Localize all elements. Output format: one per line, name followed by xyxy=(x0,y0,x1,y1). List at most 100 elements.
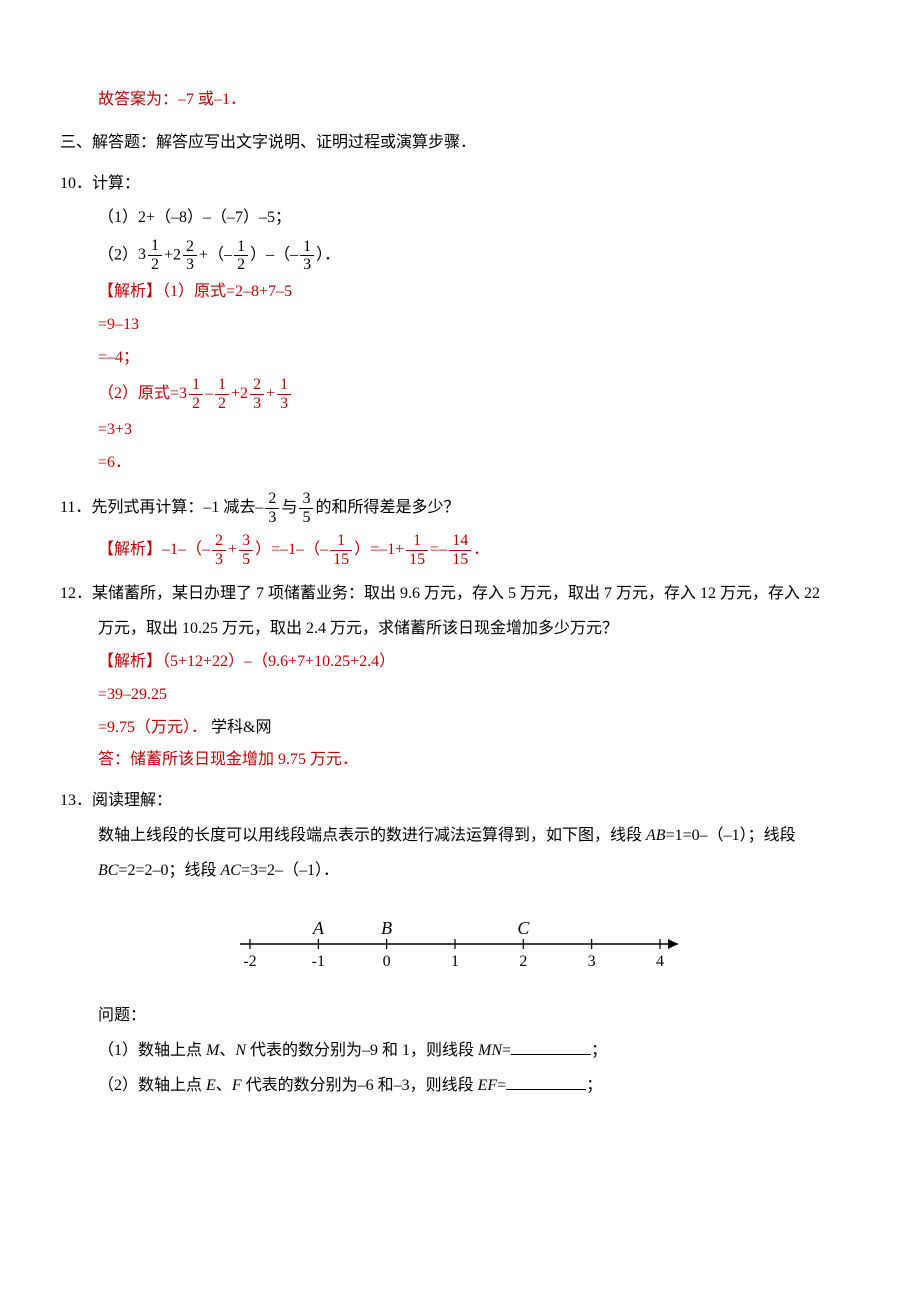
denominator: 2 xyxy=(148,256,162,274)
numerator: 2 xyxy=(265,490,279,509)
text: （2）原式=3 xyxy=(98,385,187,402)
svg-text:A: A xyxy=(312,918,325,938)
whole: 3 xyxy=(138,242,146,268)
text: ； xyxy=(586,1077,602,1094)
fraction: 23 xyxy=(212,532,226,568)
text: 11．先列式再计算：–1 减去– xyxy=(60,499,263,516)
point-f: F xyxy=(232,1077,242,1094)
denominator: 3 xyxy=(183,256,197,274)
text: 、 xyxy=(219,1042,235,1059)
fraction: 12 xyxy=(234,238,248,274)
p11-solution: 【解析】–1–（–23+35）=–1–（–115）=–1+115=–1415． xyxy=(60,532,860,568)
numerator: 1 xyxy=(215,376,229,395)
text: =9.75（万元）． xyxy=(98,719,207,736)
numerator: 1 xyxy=(189,376,203,395)
svg-text:4: 4 xyxy=(656,953,664,970)
number-line-svg: -2-101234ABC xyxy=(230,904,690,974)
p10-sub1: （1）2+（–8）–（–7）–5； xyxy=(60,204,860,233)
svg-text:3: 3 xyxy=(588,953,596,970)
fraction: 12 xyxy=(189,376,203,412)
text: = xyxy=(502,1042,511,1059)
denominator: 3 xyxy=(250,395,264,413)
svg-text:-2: -2 xyxy=(243,953,256,970)
fraction: 12 xyxy=(148,237,162,273)
text: （2） xyxy=(98,246,138,263)
p13-q2: （2）数轴上点 E、F 代表的数分别为–6 和–3，则线段 EF=； xyxy=(60,1072,860,1101)
svg-text:-1: -1 xyxy=(312,953,325,970)
fraction: 35 xyxy=(299,490,313,526)
problem-13: 13．阅读理解： xyxy=(60,787,860,816)
solution-label: 【解析】 xyxy=(98,283,162,300)
segment-ef: EF xyxy=(478,1077,498,1094)
text: （5+12+22）–（9.6+7+10.25+2.4） xyxy=(162,653,395,670)
fraction: 23 xyxy=(183,238,197,274)
text: ； xyxy=(591,1042,607,1059)
svg-text:B: B xyxy=(381,918,392,938)
text: ）． xyxy=(316,246,340,263)
text: –1–（– xyxy=(162,541,210,558)
previous-answer: 故答案为：–7 或–1． xyxy=(60,86,860,115)
text: =3=2–（–1）． xyxy=(241,862,339,879)
fill-blank xyxy=(506,1074,586,1090)
p12-continuation: 万元，取出 10.25 万元，取出 2.4 万元，求储蓄所该日现金增加多少万元？ xyxy=(60,615,860,644)
svg-text:2: 2 xyxy=(519,953,527,970)
fraction: 13 xyxy=(277,376,291,412)
problem-10: 10．计算： xyxy=(60,170,860,199)
p12-solution-c: =9.75（万元）． 学科&网 xyxy=(60,714,860,743)
text: + xyxy=(266,385,275,402)
number-line-figure: -2-101234ABC xyxy=(60,904,860,985)
text: 与 xyxy=(281,499,297,516)
text: +2 xyxy=(231,385,248,402)
denominator: 3 xyxy=(277,395,291,413)
numerator: 1 xyxy=(234,238,248,257)
segment-bc: BC xyxy=(98,862,118,879)
mixed-number: 312 xyxy=(138,237,164,273)
numerator: 2 xyxy=(250,376,264,395)
credit-text: 学科&网 xyxy=(207,719,271,736)
numerator: 2 xyxy=(183,238,197,257)
problem-11: 11．先列式再计算：–1 减去–23与35的和所得差是多少？ xyxy=(60,490,860,526)
numerator: 14 xyxy=(449,532,471,551)
text: 数轴上线段的长度可以用线段端点表示的数进行减法运算得到，如下图，线段 xyxy=(98,827,646,844)
text: – xyxy=(205,385,213,402)
p10-sub2: （2）312+223+（–12）–（–13）． xyxy=(60,237,860,274)
numerator: 1 xyxy=(277,376,291,395)
fraction: 1415 xyxy=(449,532,471,568)
numerator: 1 xyxy=(330,532,352,551)
denominator: 2 xyxy=(234,256,248,274)
p10-solution-1c: =–4； xyxy=(60,344,860,373)
solution-label: 【解析】 xyxy=(98,541,162,558)
solution-label: 【解析】 xyxy=(98,653,162,670)
segment-ac: AC xyxy=(221,862,241,879)
text: （1）数轴上点 xyxy=(98,1042,206,1059)
p12-solution-a: 【解析】（5+12+22）–（9.6+7+10.25+2.4） xyxy=(60,648,860,677)
denominator: 3 xyxy=(265,509,279,527)
numerator: 3 xyxy=(239,532,253,551)
denominator: 2 xyxy=(215,395,229,413)
fraction: 115 xyxy=(330,532,352,568)
text: 的和所得差是多少？ xyxy=(315,499,459,516)
text: + xyxy=(228,541,237,558)
fraction: 12 xyxy=(215,376,229,412)
fraction: 35 xyxy=(239,532,253,568)
segment-mn: MN xyxy=(478,1042,502,1059)
denominator: 15 xyxy=(406,551,428,569)
fraction: 115 xyxy=(406,532,428,568)
text: （2）数轴上点 xyxy=(98,1077,206,1094)
svg-text:C: C xyxy=(517,918,530,938)
p10-solution-2c: =6． xyxy=(60,449,860,478)
svg-text:0: 0 xyxy=(383,953,391,970)
text: +2 xyxy=(164,246,181,263)
text: ）=–1–（– xyxy=(255,541,328,558)
p10-solution-1a: 【解析】（1）原式=2–8+7–5 xyxy=(60,278,860,307)
section-3-heading: 三、解答题：解答应写出文字说明、证明过程或演算步骤． xyxy=(60,129,860,158)
p12-solution-b: =39–29.25 xyxy=(60,681,860,710)
numerator: 1 xyxy=(406,532,428,551)
p10-solution-2b: =3+3 xyxy=(60,416,860,445)
fill-blank xyxy=(511,1039,591,1055)
denominator: 3 xyxy=(212,551,226,569)
p13-question-label: 问题： xyxy=(60,1002,860,1031)
point-m: M xyxy=(206,1042,219,1059)
p10-solution-2a: （2）原式=312–12+223+13 xyxy=(60,376,860,412)
denominator: 15 xyxy=(330,551,352,569)
